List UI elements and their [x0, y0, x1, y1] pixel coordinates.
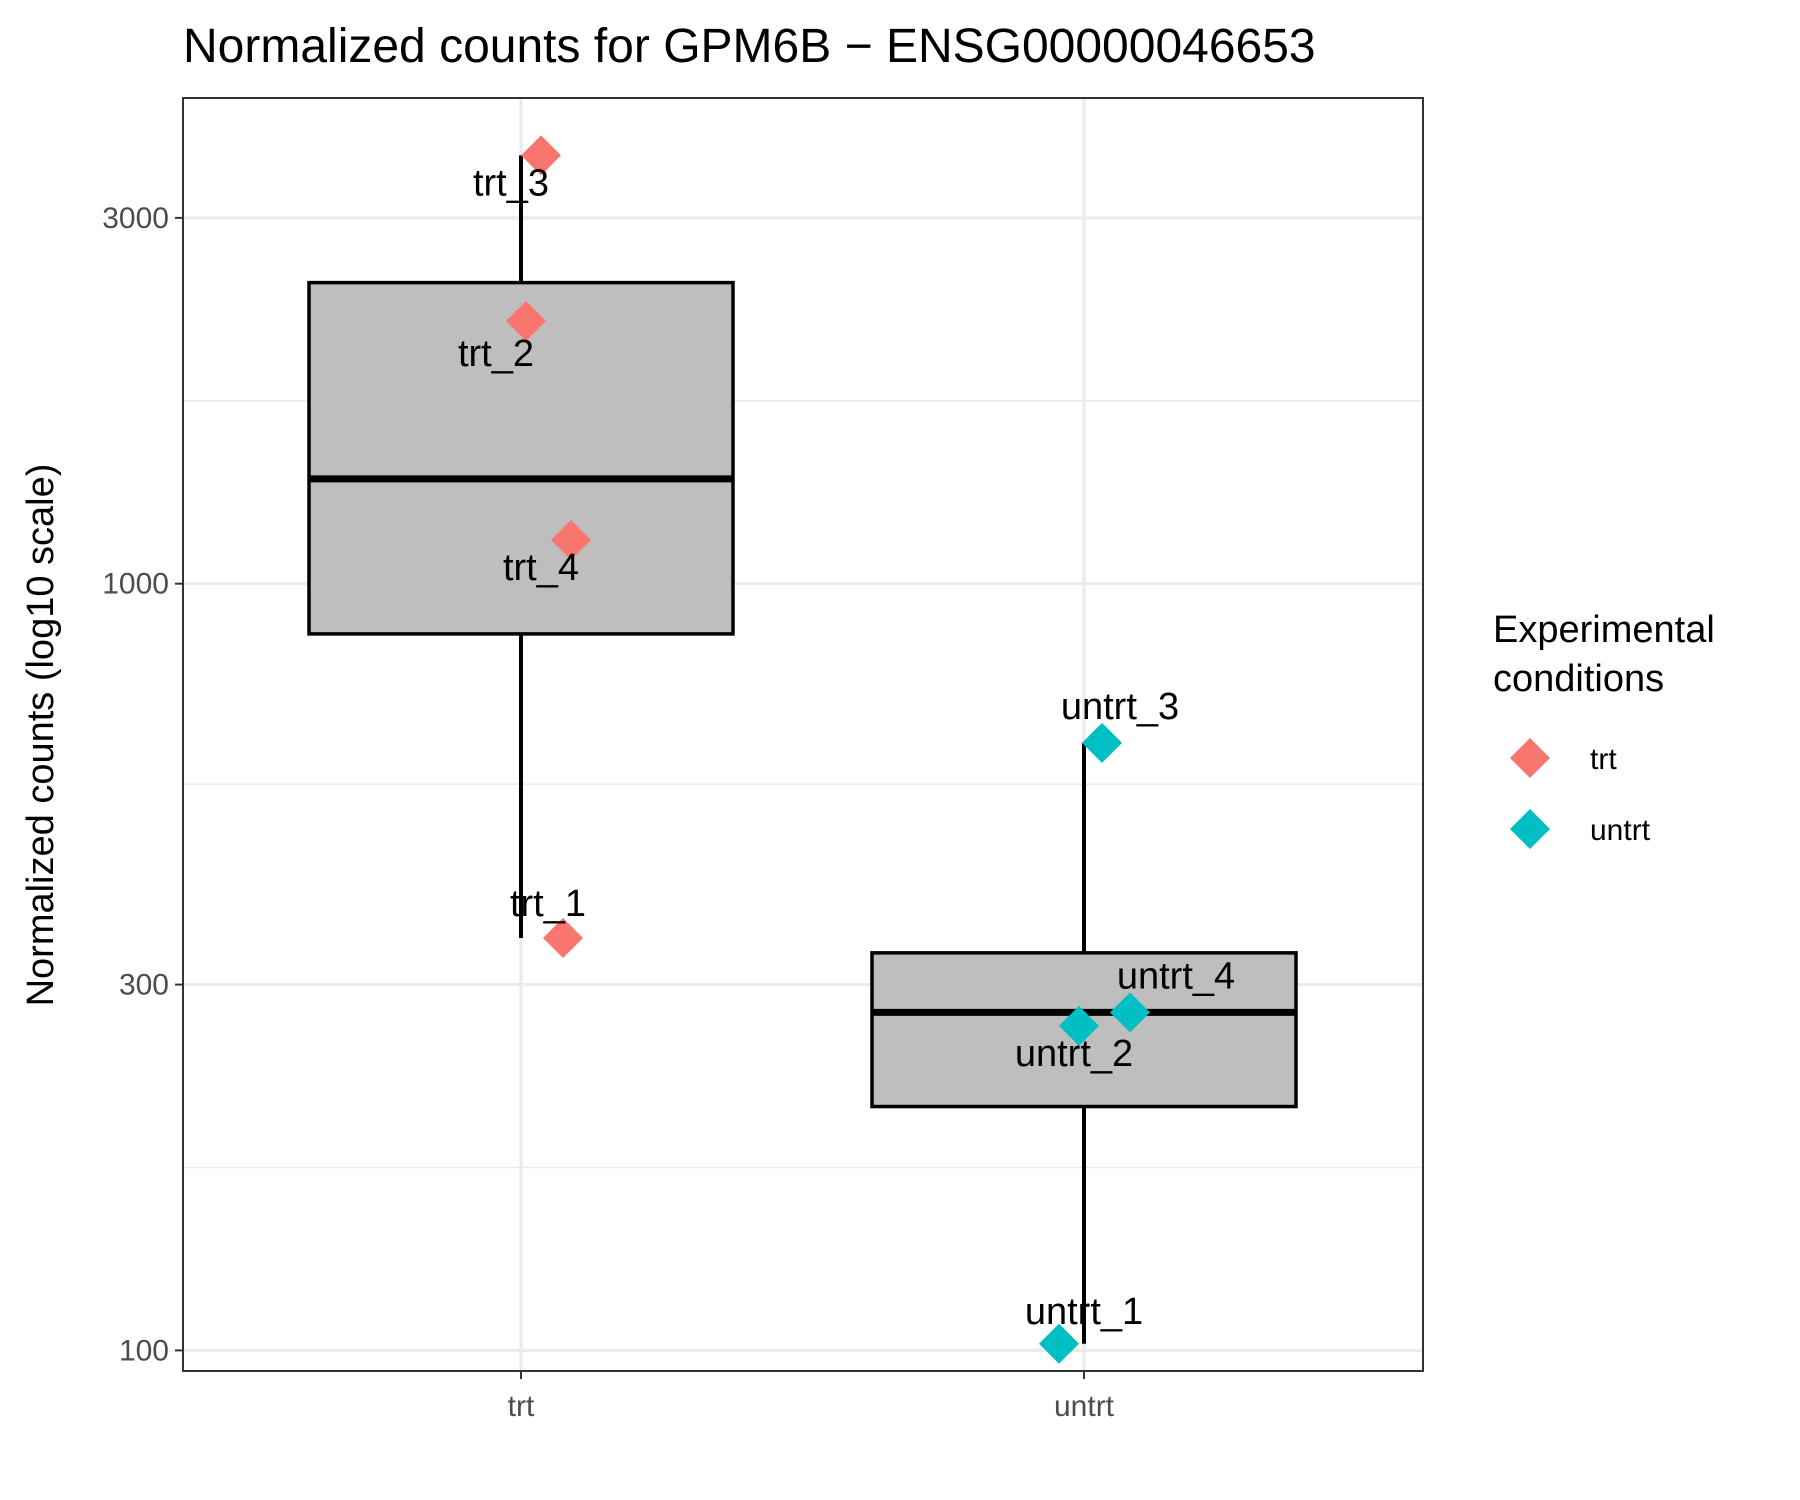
box-body	[307, 280, 735, 636]
legend: Experimental conditions trt untrt	[1493, 609, 1715, 849]
x-axis: trt untrt	[508, 1371, 1115, 1423]
point-trt_2	[506, 301, 546, 342]
legend-key-untrt	[1510, 809, 1550, 849]
point-untrt_4	[1110, 992, 1150, 1033]
y-tick-label: 1000	[102, 568, 169, 601]
y-axis-title: Normalized counts (log10 scale)	[20, 464, 62, 1007]
point-label-untrt_3: untrt_3	[1061, 686, 1179, 728]
point-label-trt_1: trt_1	[510, 883, 586, 925]
point-label-untrt_1: untrt_1	[1025, 1291, 1143, 1333]
y-tick-label: 3000	[102, 202, 169, 235]
y-tick-label: 300	[119, 969, 169, 1002]
y-axis: 100 300 1000 3000	[102, 202, 183, 1367]
point-label-untrt_2: untrt_2	[1015, 1033, 1133, 1075]
data-points	[506, 135, 1150, 1364]
point-label-trt_4: trt_4	[503, 547, 579, 589]
legend-items: trt untrt	[1510, 738, 1651, 849]
box-trt	[307, 155, 735, 939]
legend-title-line-2: conditions	[1493, 658, 1664, 700]
legend-title-line-1: Experimental	[1493, 609, 1715, 651]
point-untrt_2	[1059, 1005, 1099, 1046]
legend-label-trt: trt	[1590, 743, 1617, 776]
legend-key-trt	[1510, 738, 1550, 778]
point-label-trt_3: trt_3	[473, 162, 549, 204]
point-label-trt_2: trt_2	[458, 333, 534, 375]
point-trt_3	[521, 135, 561, 176]
point-label-untrt_4: untrt_4	[1117, 955, 1235, 997]
x-tick-label: untrt	[1054, 1390, 1115, 1423]
chart-title: Normalized counts for GPM6B − ENSG000000…	[183, 20, 1316, 73]
point-trt_1	[543, 918, 583, 959]
panel-border	[182, 97, 1424, 1372]
point-trt_4	[551, 520, 591, 561]
point-untrt_1	[1039, 1323, 1079, 1364]
legend-label-untrt: untrt	[1590, 814, 1651, 847]
point-untrt_3	[1082, 722, 1122, 763]
y-tick-label: 100	[119, 1334, 169, 1367]
x-tick-label: trt	[508, 1390, 535, 1423]
point-labels: trt_1 trt_2 trt_3 trt_4 untrt_1 untrt_2 untrt_…	[458, 162, 1235, 1332]
